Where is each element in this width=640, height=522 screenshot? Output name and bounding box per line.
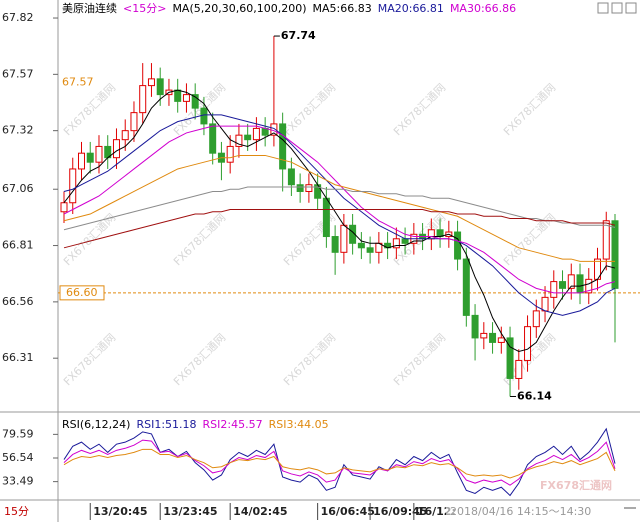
series-line [63,209,616,249]
low-label: 66.14 [517,389,552,402]
series-line [63,125,616,294]
candle-body [541,296,549,312]
candle-body [139,85,147,114]
legend-entry: RSI2:45.57 [203,418,263,431]
icon[interactable] [611,2,623,14]
candle-body [401,238,409,244]
candle-body [454,231,462,260]
candle-body [349,224,357,244]
candle-body [296,184,304,192]
candle-body [60,202,68,213]
y-tick-label: 66.81 [2,239,34,252]
high-label: 67.74 [281,29,316,42]
y-tick-label: 67.06 [2,182,34,195]
candle-body [130,112,138,132]
price-label: 67.57 [62,75,94,88]
y-tick-label: 56.54 [2,451,34,464]
toolbar-icons [597,2,637,509]
candle-body [182,94,190,102]
candle-body [209,123,217,154]
legend-entry: RSI3:44.05 [269,418,329,431]
candle-body [77,152,85,170]
y-tick-label: 67.57 [2,67,34,80]
chart-subtitle: <15分> [123,2,166,15]
candle-body [322,197,330,238]
candle-body [357,242,365,249]
candle-body [147,78,155,87]
interval-label: 15分 [4,505,29,518]
candle-body [515,359,523,379]
x-tick-label: 13/20:45 [93,505,147,518]
y-tick-label: 67.82 [2,11,34,24]
candle-body [121,130,129,141]
y-tick-label: 67.32 [2,124,34,137]
legend-entry: MA30:66.86 [450,2,516,15]
watermark: FX678汇通网 [540,479,612,492]
series-line [63,114,616,316]
chart-title: RSI(6,12,24) [62,418,130,431]
series-line [63,448,616,479]
legend-entry: RSI1:51.18 [136,418,196,431]
candle-body [366,247,374,253]
candle-body [305,184,313,192]
candle-body [532,310,540,328]
candle-body [392,238,400,249]
candle-body [156,78,164,96]
candle-body [576,274,584,294]
candle-body [489,332,497,343]
candle-body [611,220,619,289]
icon[interactable] [625,2,637,14]
candle-body [462,258,470,316]
candle-body [550,281,558,298]
x-tick-label: 16/06:45 [321,505,375,518]
candle-body [252,127,260,141]
candle-body [602,220,610,260]
candle-body [287,168,295,186]
candle-body [559,281,567,289]
legend-entry: MA5:66.83 [313,2,372,15]
candle-body [191,94,199,109]
candle-body [506,337,514,379]
series-line [63,186,616,231]
series-line [63,154,615,262]
candle-body [567,274,575,289]
candle-body [86,152,94,163]
candle-body [524,326,532,361]
time-range: 2018/04/16 14:15～14:30 [450,505,591,518]
candle-body [174,89,182,102]
candle-body [112,139,120,159]
candle-body [244,134,252,141]
candle-body [497,337,505,343]
candle-body [235,134,243,147]
candle-body [95,145,103,163]
candle-body [471,314,479,339]
indicator-label: MA(5,20,30,60,100,200) [172,2,306,15]
candle-body [331,236,339,253]
y-tick-label: 79.59 [2,427,34,440]
header-bg [59,1,589,17]
candle-body [200,107,208,125]
time-range-bg [446,503,606,520]
candle-body [226,145,234,163]
x-tick-label: 13/23:45 [163,505,217,518]
candle-body [585,278,593,294]
icon[interactable] [597,2,609,14]
legend-entry: MA20:66.81 [378,2,444,15]
candle-body [340,224,348,253]
x-tick-label: 14/02:45 [233,505,287,518]
y-tick-label: 66.56 [2,295,34,308]
candle-body [279,123,287,170]
y-tick-label: 66.31 [2,351,34,364]
y-tick-label: 33.49 [2,475,34,488]
chart-title: 美原油连续 [62,1,117,15]
price-label: 66.60 [66,286,98,299]
series-line [63,89,616,352]
price-label-box [59,285,105,301]
candle-body [69,168,77,204]
series-line [63,439,616,486]
candle-body [480,332,488,339]
